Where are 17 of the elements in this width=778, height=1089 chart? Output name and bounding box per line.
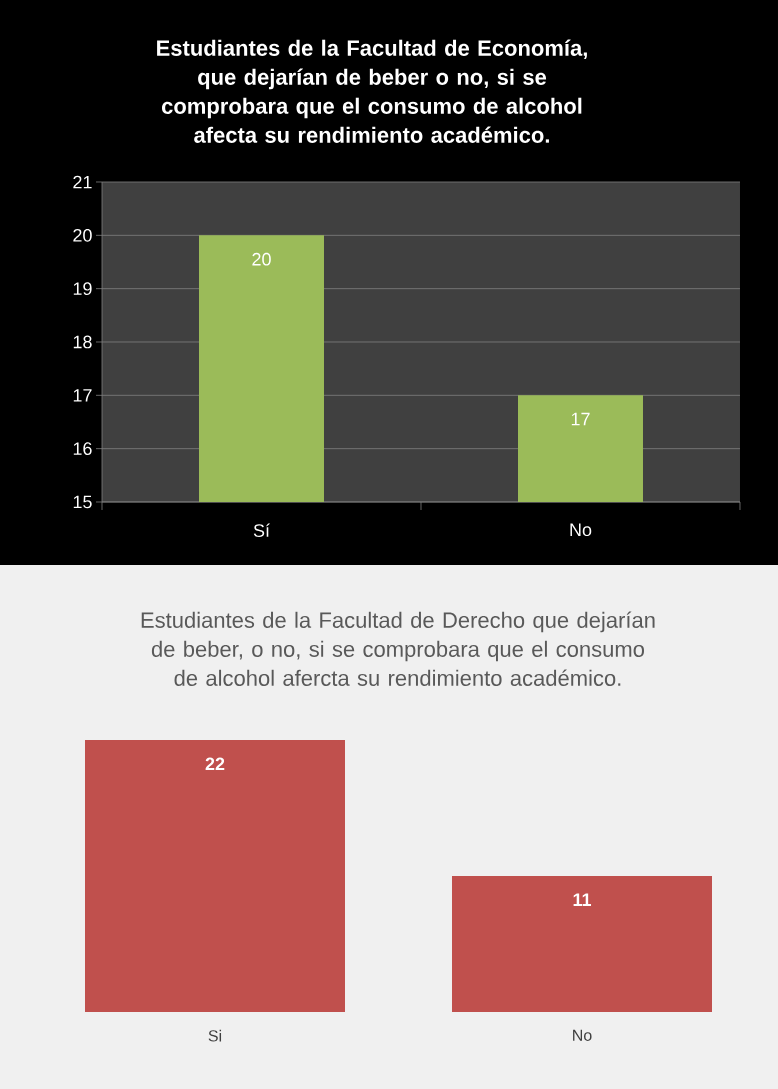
data-label: 20 — [252, 252, 271, 266]
y-tick-label: 21 — [73, 175, 92, 189]
x-tick-label: Si — [208, 1029, 222, 1042]
y-tick-label: 19 — [73, 282, 92, 296]
x-tick-label: No — [570, 523, 592, 537]
x-tick-label: Sí — [253, 523, 270, 537]
x-tick-label: No — [573, 1029, 592, 1041]
y-tick-label: 20 — [73, 228, 92, 242]
data-label: 17 — [571, 412, 590, 426]
data-label: 22 — [205, 757, 225, 771]
y-tick-label: 16 — [73, 442, 92, 456]
y-tick-label: 15 — [73, 495, 92, 509]
y-tick-label: 18 — [73, 335, 92, 349]
y-tick-label: 17 — [73, 389, 92, 402]
chart-title: Estudiantes de la Facultad de Derecho que dejarían de beber, o no, si se comprobara que el consumo de alcohol afercta su rendimiento académico. — [141, 611, 655, 686]
chart-title: Estudiantes de la Facultad de Economía, que dejarían de beber o no, si se comprobara que el consumo de alcohol afecta su rendimiento académico. — [157, 39, 587, 143]
data-label: 11 — [573, 893, 592, 906]
